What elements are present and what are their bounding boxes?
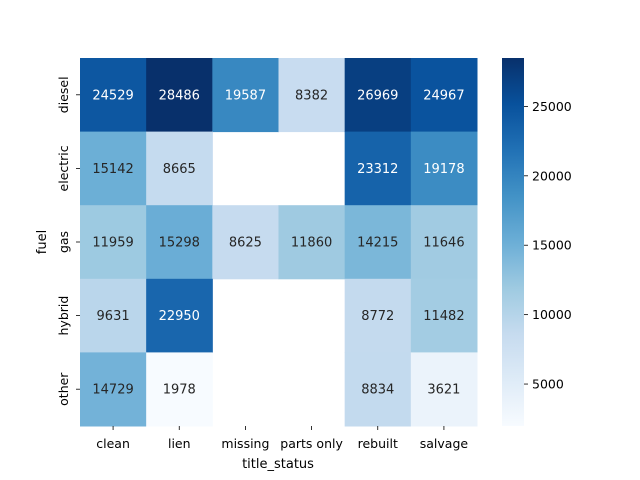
y-tick-label: diesel	[56, 76, 71, 113]
heatmap-cell	[410, 352, 478, 427]
y-tick-label: hybrid	[56, 296, 71, 336]
cell-value-label: 8665	[163, 162, 196, 177]
colorbar-tick-label: 25000	[532, 99, 572, 114]
heatmap-cell	[344, 352, 412, 427]
cell-value-label: 8834	[361, 383, 394, 398]
heatmap-cell	[146, 278, 213, 353]
heatmap-cell	[410, 131, 478, 206]
heatmap-cell	[146, 131, 213, 206]
heatmap-cell	[344, 205, 412, 280]
x-tick-label: salvage	[420, 436, 469, 451]
heatmap-cell	[344, 278, 412, 353]
cell-value-label: 24529	[92, 88, 133, 103]
x-axis: clean lien missing parts only rebuilt salvage	[96, 426, 468, 451]
colorbar-tick-label: 20000	[532, 168, 572, 183]
cell-value-label: 15298	[159, 236, 200, 251]
heatmap-cell	[146, 58, 213, 133]
heatmap-cell	[278, 58, 346, 133]
colorbar-tick-label: 5000	[532, 377, 564, 392]
cell-value-label: 8382	[295, 88, 328, 103]
cell-value-label: 28486	[159, 88, 200, 103]
x-tick-label: clean	[96, 436, 130, 451]
cell-value-label: 19178	[423, 162, 464, 177]
heatmap-cell	[80, 205, 147, 280]
heatmap-cell	[146, 205, 213, 280]
colorbar: 5000 10000 15000 20000 25000	[502, 58, 572, 426]
cell-value-label: 8625	[229, 236, 262, 251]
cell-value-label: 8772	[361, 309, 394, 324]
heatmap-cell	[80, 131, 147, 206]
heatmap-cell	[410, 58, 478, 133]
heatmap-cells: 24529 28486 19587 8382 26969 24967 15142 8665 23…	[80, 58, 478, 427]
heatmap-cell	[146, 352, 213, 427]
cell-value-label: 23312	[357, 162, 398, 177]
cell-value-label: 9631	[97, 309, 130, 324]
y-tick-label: electric	[56, 145, 71, 191]
cell-value-label: 11860	[291, 236, 332, 251]
y-axis-label: fuel	[35, 230, 50, 254]
cell-value-label: 15142	[92, 162, 133, 177]
cell-value-label: 14215	[357, 236, 398, 251]
y-axis: diesel electric gas hybrid other	[56, 76, 80, 406]
x-tick-label: parts only	[280, 436, 343, 451]
heatmap-cell	[80, 278, 147, 353]
cell-value-label: 22950	[159, 309, 200, 324]
colorbar-ticks: 5000 10000 15000 20000 25000	[524, 99, 572, 392]
heatmap-cell	[278, 205, 346, 280]
colorbar-gradient	[502, 58, 524, 426]
cell-value-label: 24967	[423, 88, 464, 103]
cell-value-label: 11959	[92, 236, 133, 251]
colorbar-tick-label: 15000	[532, 238, 572, 253]
heatmap-cell	[212, 205, 279, 280]
x-tick-label: missing	[221, 436, 269, 451]
cell-value-label: 1978	[163, 383, 196, 398]
heatmap-cell	[344, 58, 412, 133]
heatmap-cell	[410, 278, 478, 353]
cell-value-label: 14729	[92, 383, 133, 398]
heatmap-cell	[80, 352, 147, 427]
heatmap-cell	[344, 131, 412, 206]
x-tick-label: rebuilt	[358, 436, 398, 451]
colorbar-tick-label: 10000	[532, 307, 572, 322]
heatmap-cell	[80, 58, 147, 133]
heatmap-cell	[410, 205, 478, 280]
x-tick-label: lien	[168, 436, 191, 451]
cell-value-label: 11646	[423, 236, 464, 251]
cell-value-label: 11482	[423, 309, 464, 324]
heatmap-cell	[212, 58, 279, 133]
cell-value-label: 19587	[225, 88, 266, 103]
y-tick-label: gas	[56, 231, 71, 253]
cell-value-label: 3621	[427, 383, 460, 398]
y-tick-label: other	[56, 372, 71, 406]
cell-value-label: 26969	[357, 88, 398, 103]
x-axis-label: title_status	[242, 457, 314, 472]
